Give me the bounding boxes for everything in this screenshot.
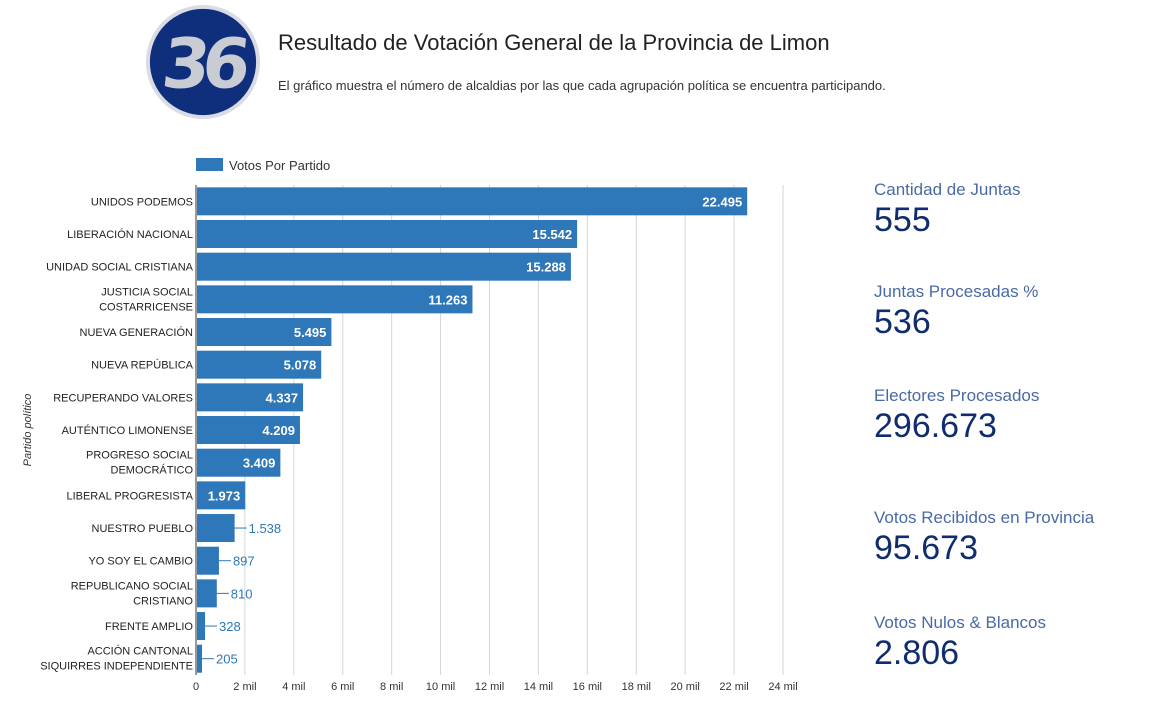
category-label: ACCIÓN CANTONAL SIQUIRRES INDEPENDIENTE (40, 645, 193, 673)
category-label: RECUPERANDO VALORES (53, 392, 193, 404)
x-tick-label: 22 mil (719, 681, 748, 693)
data-label: 3.409 (243, 456, 276, 471)
bar (197, 579, 217, 608)
stat-label: Cantidad de Juntas (874, 180, 1021, 199)
data-label: 4.337 (266, 390, 299, 405)
category-label: FRENTE AMPLIO (105, 621, 193, 633)
legend-swatch (196, 158, 223, 171)
legend-label: Votos Por Partido (229, 158, 330, 173)
page-subtitle: El gráfico muestra el número de alcaldia… (278, 78, 886, 93)
bar (197, 514, 235, 543)
data-label: 1.538 (249, 521, 282, 536)
category-label: NUESTRO PUEBLO (92, 523, 194, 535)
data-label: 810 (231, 586, 253, 601)
bar (197, 612, 206, 641)
bar (197, 220, 578, 249)
data-label: 5.078 (284, 358, 317, 373)
category-label: PROGRESO SOCIAL DEMOCRÁTICO (86, 450, 193, 477)
category-label: YO SOY EL CAMBIO (88, 556, 193, 568)
stat-value: 296.673 (874, 407, 997, 445)
bar-chart: 0 2 mil 4 mil 6 mil 8 mil 10 mil 12 mil 14 mil 1… (22, 158, 798, 693)
x-tick-label: 16 mil (573, 681, 602, 693)
stat-label: Electores Procesados (874, 386, 1040, 405)
x-tick-label: 12 mil (475, 681, 504, 693)
category-label: AUTÉNTICO LIMONENSE (62, 424, 193, 437)
data-label: 328 (219, 619, 241, 634)
category-label: REPUBLICANO SOCIAL CRISTIANO (71, 580, 194, 607)
x-tick-label: 0 (193, 681, 199, 693)
bar (197, 546, 219, 575)
x-tick-label: 14 mil (524, 681, 553, 693)
bar (197, 350, 322, 379)
stat-cantidad-juntas: Cantidad de Juntas 555 (874, 180, 1021, 240)
bar (197, 187, 748, 216)
x-tick-label: 10 mil (426, 681, 455, 693)
stat-value: 555 (874, 201, 931, 239)
x-tick-label: 6 mil (331, 681, 354, 693)
page-title: Resultado de Votación General de la Prov… (278, 30, 830, 55)
bar (197, 252, 571, 281)
stat-value: 2.806 (874, 634, 960, 672)
bar (197, 448, 281, 477)
stat-label: Juntas Procesadas % (874, 282, 1039, 301)
stat-votos-nulos: Votos Nulos & Blancos 2.806 (874, 613, 1046, 673)
bar (197, 644, 203, 673)
bar (197, 481, 246, 510)
x-tick-label: 20 mil (670, 681, 699, 693)
stat-votos-recibidos: Votos Recibidos en Provincia 95.673 (874, 508, 1094, 568)
bar (197, 318, 332, 347)
logo-text: 36 (158, 25, 251, 105)
x-tick-label: 4 mil (282, 681, 305, 693)
data-label: 22.495 (702, 194, 742, 209)
data-label: 11.263 (428, 292, 467, 307)
data-label: 205 (216, 652, 238, 667)
data-label: 5.495 (294, 325, 327, 340)
x-tick-label: 24 mil (768, 681, 797, 693)
stat-value: 95.673 (874, 529, 978, 567)
category-label: LIBERAL PROGRESISTA (66, 490, 193, 502)
x-tick-label: 18 mil (622, 681, 651, 693)
x-tick-label: 2 mil (233, 681, 256, 693)
category-label: NUEVA REPÚBLICA (91, 359, 194, 372)
bar (197, 416, 300, 445)
data-label: 4.209 (262, 423, 295, 438)
stat-label: Votos Nulos & Blancos (874, 613, 1046, 632)
x-tick-label: 8 mil (380, 681, 403, 693)
data-label: 15.542 (532, 227, 572, 242)
data-label: 15.288 (526, 260, 566, 275)
stat-label: Votos Recibidos en Provincia (874, 508, 1095, 527)
stat-juntas-procesadas: Juntas Procesadas % 536 (874, 282, 1038, 342)
category-label: JUSTICIA SOCIAL COSTARRICENSE (99, 286, 193, 313)
category-label: LIBERACIÓN NACIONAL (67, 228, 193, 241)
category-label: UNIDOS PODEMOS (91, 196, 193, 208)
bar (197, 285, 473, 314)
stat-electores-procesados: Electores Procesados 296.673 (874, 386, 1039, 446)
logo-36: 36 (145, 4, 261, 120)
category-label: NUEVA GENERACIÓN (80, 326, 194, 339)
y-axis-label: Partido político (22, 394, 34, 467)
data-label: 1.973 (208, 488, 241, 503)
bar (197, 383, 304, 412)
stat-value: 536 (874, 303, 931, 341)
category-label: UNIDAD SOCIAL CRISTIANA (46, 262, 194, 274)
data-label: 897 (233, 554, 255, 569)
